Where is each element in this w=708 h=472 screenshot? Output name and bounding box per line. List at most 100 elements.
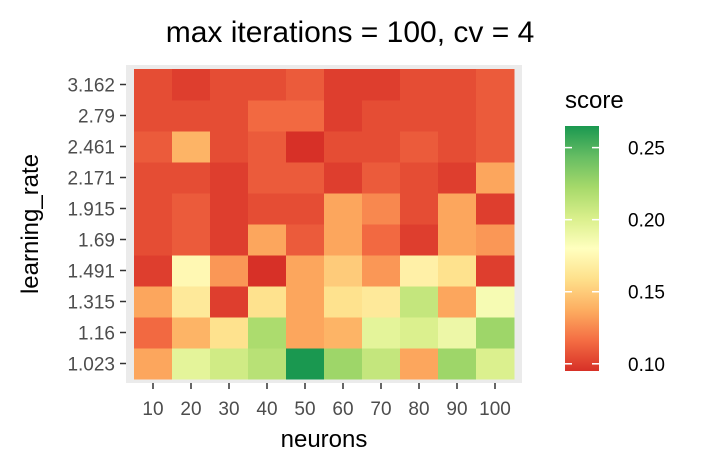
heatmap-cell — [324, 69, 363, 101]
heatmap-cell — [248, 224, 287, 256]
heatmap-cell — [438, 162, 477, 194]
heatmap-cell — [476, 131, 515, 163]
heatmap-cell — [438, 255, 477, 287]
heatmap-cell — [476, 193, 515, 225]
heatmap-cell — [172, 100, 211, 132]
y-tick-label: 1.69 — [78, 231, 115, 252]
heatmap-cell — [476, 286, 515, 318]
heatmap-cell — [362, 131, 401, 163]
y-tick-label: 2.171 — [67, 169, 115, 190]
heatmap-cell — [172, 255, 211, 287]
heatmap-cell — [210, 193, 249, 225]
heatmap-cell — [134, 162, 173, 194]
y-axis-ticks: 1.023 1.16 1.315 1.491 1.69 1.915 2.171 2.461 2.… — [67, 76, 126, 376]
heatmap-cell — [362, 162, 401, 194]
y-tick-label: 1.491 — [67, 262, 115, 283]
heatmap-cell — [210, 224, 249, 256]
heatmap-cell — [248, 131, 287, 163]
heatmap-cell — [210, 100, 249, 132]
heatmap-cell — [286, 255, 325, 287]
heatmap-cell — [134, 69, 173, 101]
chart-title: max iterations = 100, cv = 4 — [166, 16, 535, 49]
heatmap-cell — [248, 100, 287, 132]
heatmap-cell — [476, 100, 515, 132]
heatmap-cell — [134, 255, 173, 287]
y-tick-label: 1.915 — [67, 200, 115, 221]
heatmap-cell — [248, 193, 287, 225]
heatmap-cell — [172, 131, 211, 163]
legend-colorbar — [565, 126, 599, 371]
x-tick-label: 20 — [180, 399, 201, 420]
y-tick-label: 1.16 — [78, 324, 115, 345]
heatmap-cell — [286, 224, 325, 256]
heatmap-cell — [172, 193, 211, 225]
legend-tick-label: 0.15 — [628, 283, 665, 304]
heatmap-cell — [210, 255, 249, 287]
y-tick-label: 1.023 — [67, 355, 115, 376]
x-tick-label: 80 — [408, 399, 429, 420]
heatmap-cell — [476, 69, 515, 101]
heatmap-cell — [172, 286, 211, 318]
heatmap-cell — [324, 162, 363, 194]
heatmap-cell — [134, 348, 173, 380]
y-tick-label: 2.79 — [78, 107, 115, 128]
legend-tick-label: 0.10 — [628, 355, 665, 376]
heatmap-cell — [362, 255, 401, 287]
heatmap-cell — [476, 255, 515, 287]
y-tick-label: 3.162 — [67, 76, 115, 97]
heatmap-cell — [362, 286, 401, 318]
heatmap-cell — [438, 286, 477, 318]
heatmap-cell — [286, 286, 325, 318]
x-tick-label: 100 — [479, 399, 511, 420]
heatmap-cell — [438, 224, 477, 256]
heatmap-cell — [476, 224, 515, 256]
x-tick-label: 40 — [256, 399, 277, 420]
heatmap-tiles — [134, 69, 515, 380]
heatmap-cell — [210, 286, 249, 318]
legend-title: score — [565, 87, 624, 114]
heatmap-cell — [400, 317, 439, 349]
heatmap-cell — [324, 100, 363, 132]
heatmap-cell — [400, 69, 439, 101]
heatmap-cell — [438, 100, 477, 132]
heatmap-cell — [400, 255, 439, 287]
x-axis-title: neurons — [281, 426, 368, 453]
heatmap-cell — [134, 317, 173, 349]
y-axis-title: learning_rate — [17, 154, 44, 294]
heatmap-cell — [286, 162, 325, 194]
heatmap-cell — [248, 69, 287, 101]
heatmap-cell — [476, 317, 515, 349]
heatmap-cell — [400, 286, 439, 318]
heatmap-cell — [134, 131, 173, 163]
heatmap-cell — [400, 224, 439, 256]
heatmap-cell — [286, 69, 325, 101]
heatmap-cell — [172, 162, 211, 194]
heatmap-cell — [476, 162, 515, 194]
y-tick-label: 2.461 — [67, 138, 115, 159]
x-tick-label: 30 — [218, 399, 239, 420]
heatmap-cell — [134, 193, 173, 225]
heatmap-cell — [210, 131, 249, 163]
heatmap-cell — [438, 193, 477, 225]
heatmap-cell — [438, 69, 477, 101]
heatmap-cell — [248, 255, 287, 287]
heatmap-cell — [400, 348, 439, 380]
color-legend: score 0.10 0.15 0.20 0.25 — [565, 87, 665, 376]
heatmap-cell — [210, 162, 249, 194]
heatmap-cell — [248, 286, 287, 318]
heatmap-cell — [210, 69, 249, 101]
heatmap-cell — [324, 286, 363, 318]
heatmap-cell — [134, 286, 173, 318]
legend-tick-label: 0.25 — [628, 139, 665, 160]
heatmap-cell — [286, 100, 325, 132]
heatmap-cell — [134, 224, 173, 256]
heatmap-cell — [362, 348, 401, 380]
heatmap-cell — [400, 131, 439, 163]
x-tick-label: 70 — [370, 399, 391, 420]
heatmap-cell — [286, 348, 325, 380]
heatmap-cell — [172, 224, 211, 256]
heatmap-cell — [400, 162, 439, 194]
heatmap-cell — [286, 131, 325, 163]
heatmap-cell — [362, 317, 401, 349]
